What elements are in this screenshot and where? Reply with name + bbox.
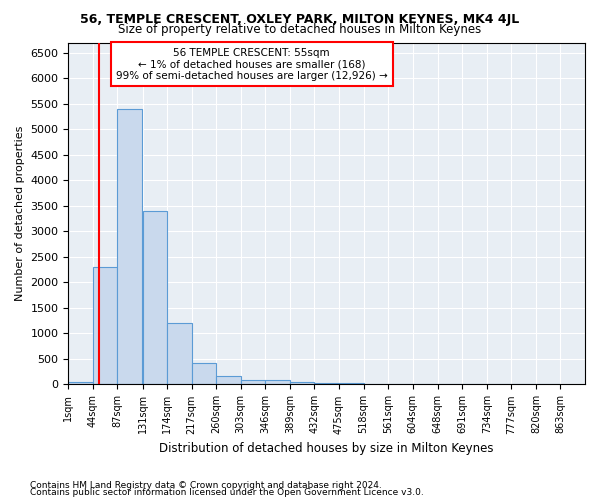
Text: Size of property relative to detached houses in Milton Keynes: Size of property relative to detached ho… — [118, 22, 482, 36]
Bar — [167, 323, 192, 384]
Bar — [118, 109, 142, 384]
Text: Contains HM Land Registry data © Crown copyright and database right 2024.: Contains HM Land Registry data © Crown c… — [30, 480, 382, 490]
Bar — [93, 267, 118, 384]
Bar — [216, 376, 241, 384]
Bar — [241, 380, 265, 384]
Bar — [192, 363, 216, 384]
Text: Contains public sector information licensed under the Open Government Licence v3: Contains public sector information licen… — [30, 488, 424, 497]
Y-axis label: Number of detached properties: Number of detached properties — [15, 126, 25, 301]
Text: 56 TEMPLE CRESCENT: 55sqm
← 1% of detached houses are smaller (168)
99% of semi-: 56 TEMPLE CRESCENT: 55sqm ← 1% of detach… — [116, 48, 388, 81]
Bar — [143, 211, 167, 384]
Bar — [290, 382, 314, 384]
Bar — [265, 380, 290, 384]
Text: 56, TEMPLE CRESCENT, OXLEY PARK, MILTON KEYNES, MK4 4JL: 56, TEMPLE CRESCENT, OXLEY PARK, MILTON … — [80, 12, 520, 26]
Bar — [314, 383, 339, 384]
Bar — [68, 382, 93, 384]
X-axis label: Distribution of detached houses by size in Milton Keynes: Distribution of detached houses by size … — [160, 442, 494, 455]
